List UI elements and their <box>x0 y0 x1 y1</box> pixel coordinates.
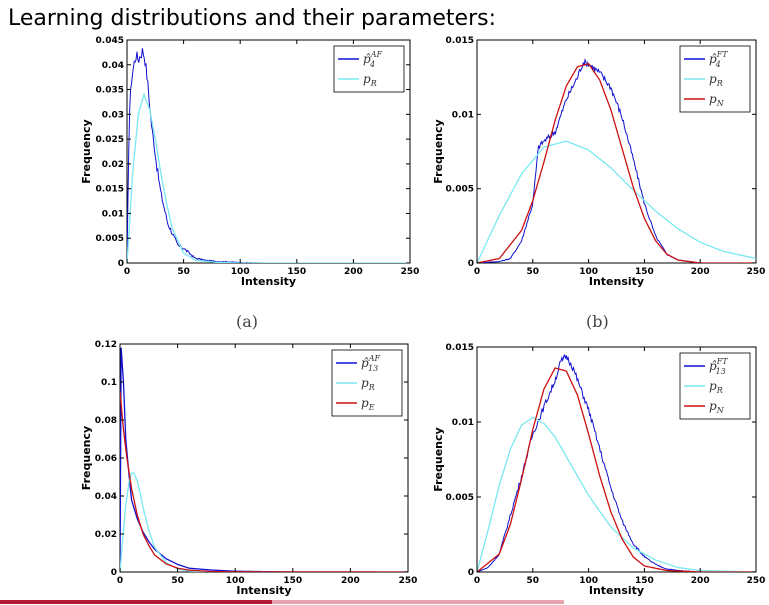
y-tick-label: 0.01 <box>102 209 124 219</box>
x-tick-label: 100 <box>226 576 245 586</box>
legend-label: pN <box>709 92 725 108</box>
x-tick-label: 250 <box>747 267 766 277</box>
y-tick-label: 0 <box>468 568 474 578</box>
x-tick-label: 100 <box>579 576 598 586</box>
series-group <box>127 48 410 263</box>
legend-label: p̂AF 4 <box>363 50 382 69</box>
y-tick-label: 0.015 <box>446 36 474 46</box>
legend-label: p̂FT 13 <box>709 357 728 376</box>
x-tick-label: 200 <box>344 267 363 277</box>
x-tick-label: 200 <box>691 267 710 277</box>
legend-label: p̂AF 13 <box>361 354 380 373</box>
y-tick-label: 0.015 <box>96 185 124 195</box>
series-line-r <box>127 92 410 263</box>
y-tick-label: 0 <box>118 259 124 269</box>
y-tick-label: 0.045 <box>96 36 124 46</box>
chart-panel-c: 0 50 100 150 200 250 0 0.02 0.04 0.06 0.08 0.1 0.12 I… <box>80 338 420 600</box>
x-axis-label: Intensity <box>236 584 291 597</box>
y-axis-label: Frequency <box>80 119 93 183</box>
x-tick-label: 0 <box>124 267 130 277</box>
y-tick-label: 0.12 <box>95 340 117 350</box>
x-axis-label: Intensity <box>589 275 644 288</box>
y-tick-label: 0.01 <box>452 110 474 120</box>
y-tick-label: 0.035 <box>96 86 124 96</box>
caption-a: (a) <box>236 312 259 331</box>
chart-panel-d: 0 50 100 150 200 250 0 0.005 0.01 0.015 Intensity F… <box>432 338 766 600</box>
series-line-4 <box>477 57 756 263</box>
series-line-n <box>477 63 756 263</box>
x-tick-label: 0 <box>474 267 480 277</box>
x-tick-label: 100 <box>231 267 250 277</box>
legend-label: pR <box>361 376 375 392</box>
y-tick-label: 0.005 <box>446 185 474 195</box>
y-tick-label: 0.03 <box>102 110 124 120</box>
x-tick-label: 150 <box>635 267 654 277</box>
series-line-e <box>120 391 408 572</box>
chart-svg: 0 50 100 150 200 250 0 0.005 0.01 0.015 Intensity F… <box>432 36 766 288</box>
slide-title: Learning distributions and their paramet… <box>8 6 496 31</box>
y-tick-label: 0.06 <box>95 454 117 464</box>
x-tick-label: 200 <box>341 576 360 586</box>
chart-svg: 0 50 100 150 200 250 0 0.02 0.04 0.06 0.08 0.1 0.12 I… <box>80 340 418 597</box>
legend-label: p̂FT 4 <box>709 50 728 69</box>
series-line-r <box>120 472 408 572</box>
legend-label: pR <box>363 72 377 88</box>
legend-label: pR <box>709 72 723 88</box>
footer-bar-remaining <box>272 600 564 604</box>
y-tick-label: 0.04 <box>95 492 117 502</box>
y-tick-label: 0.04 <box>102 61 124 71</box>
x-tick-label: 250 <box>399 576 418 586</box>
x-tick-label: 0 <box>117 576 123 586</box>
x-axis-label: Intensity <box>241 275 296 288</box>
x-tick-label: 50 <box>527 576 540 586</box>
y-axis-label: Frequency <box>80 426 93 490</box>
chart-panel-b: 0 50 100 150 200 250 0 0.005 0.01 0.015 Intensity F… <box>432 34 766 299</box>
legend-label: pN <box>709 399 725 415</box>
x-tick-label: 100 <box>579 267 598 277</box>
series-group <box>477 57 756 263</box>
x-tick-label: 0 <box>474 576 480 586</box>
x-tick-label: 250 <box>747 576 766 586</box>
y-axis-label: Frequency <box>432 119 445 183</box>
x-tick-label: 200 <box>691 576 710 586</box>
series-line-r <box>477 140 756 263</box>
chart-svg: 0 50 100 150 200 250 0 0.005 0.01 0.015 Intensity F… <box>432 343 766 597</box>
y-tick-label: 0.1 <box>101 378 117 388</box>
x-tick-label: 50 <box>177 267 190 277</box>
y-axis-label: Frequency <box>432 427 445 491</box>
y-tick-label: 0.015 <box>446 343 474 353</box>
y-tick-label: 0.01 <box>452 418 474 428</box>
y-tick-label: 0.02 <box>95 530 117 540</box>
caption-b: (b) <box>586 312 609 331</box>
x-tick-label: 150 <box>283 576 302 586</box>
y-tick-label: 0 <box>468 259 474 269</box>
chart-panel-a: 0 50 100 150 200 250 0 0.005 0.01 0.015 0.02 0.025 0… <box>80 34 420 299</box>
series-group <box>120 347 408 572</box>
x-tick-label: 250 <box>401 267 420 277</box>
x-tick-label: 50 <box>527 267 540 277</box>
series-line-n <box>477 367 756 572</box>
y-tick-label: 0.08 <box>95 416 117 426</box>
series-line-4 <box>127 48 410 263</box>
series-line-r <box>477 416 756 572</box>
x-tick-label: 150 <box>287 267 306 277</box>
y-tick-label: 0.025 <box>96 135 124 145</box>
legend-label: pE <box>361 396 375 412</box>
y-tick-label: 0 <box>111 568 117 578</box>
y-tick-label: 0.02 <box>102 160 124 170</box>
y-tick-label: 0.005 <box>446 493 474 503</box>
legend-label: pR <box>709 379 723 395</box>
footer-bar-progress <box>0 600 272 604</box>
x-tick-label: 150 <box>635 576 654 586</box>
series-group <box>477 353 756 572</box>
x-axis-label: Intensity <box>589 584 644 597</box>
chart-svg: 0 50 100 150 200 250 0 0.005 0.01 0.015 0.02 0.025 0… <box>80 36 420 288</box>
legend-box <box>333 45 405 93</box>
y-tick-label: 0.005 <box>96 234 124 244</box>
footer-bar <box>0 600 769 605</box>
x-tick-label: 50 <box>171 576 184 586</box>
